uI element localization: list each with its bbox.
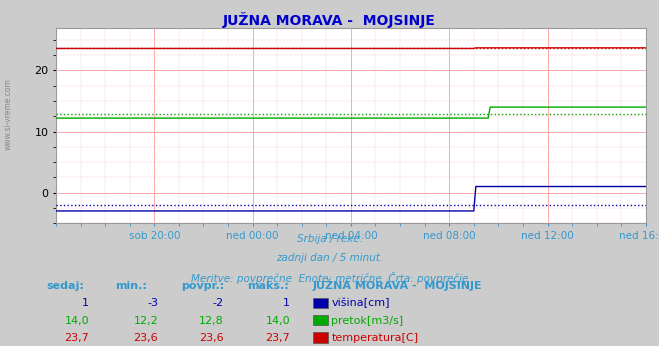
Text: pretok[m3/s]: pretok[m3/s] [331, 316, 403, 326]
Text: www.si-vreme.com: www.si-vreme.com [4, 78, 13, 150]
Text: 23,7: 23,7 [64, 333, 89, 343]
Text: 12,8: 12,8 [199, 316, 224, 326]
Text: zadnji dan / 5 minut.: zadnji dan / 5 minut. [276, 253, 383, 263]
Text: 1: 1 [82, 298, 89, 308]
Text: temperatura[C]: temperatura[C] [331, 333, 418, 343]
Text: min.:: min.: [115, 281, 147, 291]
Text: sedaj:: sedaj: [46, 281, 84, 291]
Text: Srbija / reke.: Srbija / reke. [297, 234, 362, 244]
Text: Meritve: povprečne  Enote: metrične  Črta: povprečje: Meritve: povprečne Enote: metrične Črta:… [191, 272, 468, 284]
Text: maks.:: maks.: [247, 281, 289, 291]
Text: -3: -3 [147, 298, 158, 308]
Text: 23,7: 23,7 [265, 333, 290, 343]
Text: -2: -2 [213, 298, 224, 308]
Text: JUŽNA MORAVA -  MOJSINJE: JUŽNA MORAVA - MOJSINJE [313, 279, 482, 291]
Text: 14,0: 14,0 [65, 316, 89, 326]
Text: višina[cm]: višina[cm] [331, 298, 390, 308]
Text: povpr.:: povpr.: [181, 281, 225, 291]
Text: 23,6: 23,6 [200, 333, 224, 343]
Text: 1: 1 [283, 298, 290, 308]
Text: 14,0: 14,0 [266, 316, 290, 326]
Text: JUŽNA MORAVA -  MOJSINJE: JUŽNA MORAVA - MOJSINJE [223, 12, 436, 28]
Text: 12,2: 12,2 [133, 316, 158, 326]
Text: 23,6: 23,6 [134, 333, 158, 343]
